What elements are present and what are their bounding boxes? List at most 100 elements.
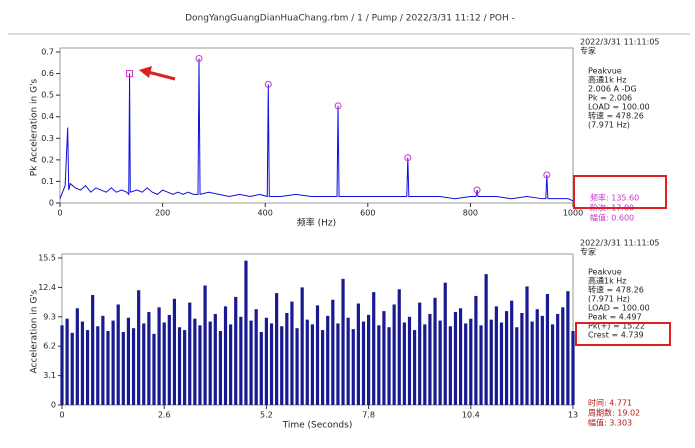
- waveform-stem: [126, 317, 131, 405]
- waveform-stem: [162, 322, 166, 405]
- waveform-stem: [167, 314, 171, 405]
- waveform-stem: [188, 302, 192, 405]
- waveform-stem: [515, 327, 519, 405]
- peak-marker: [543, 171, 551, 179]
- cursor-readout: 幅值: 3.303: [588, 418, 632, 428]
- cursor-readout: 周期数: 19.02: [588, 408, 640, 418]
- x-tick-label: 1000: [563, 209, 583, 218]
- y-tick-label: 15.5: [38, 254, 56, 263]
- arrow-head: [139, 66, 152, 78]
- waveform-stem: [116, 304, 120, 405]
- waveform-stem: [280, 326, 284, 405]
- waveform-stem: [540, 315, 544, 405]
- x-tick-label: 10.4: [462, 411, 480, 420]
- waveform-stem: [285, 313, 289, 405]
- waveform-stem: [412, 330, 417, 405]
- x-tick-label: 0: [59, 411, 64, 420]
- info-text: (7.971 Hz): [588, 121, 630, 130]
- waveform-stem: [458, 308, 463, 405]
- waveform-stem: [121, 331, 125, 405]
- waveform-stem: [223, 306, 228, 405]
- waveform-stem: [137, 290, 141, 405]
- waveform-stem: [392, 304, 396, 405]
- waveform-stem: [91, 294, 95, 405]
- info-text: 高通1k Hz: [588, 276, 626, 286]
- info-text: Peak = 4.497: [588, 313, 642, 322]
- x-tick-label: 5.2: [260, 411, 273, 420]
- y-tick-label: 0: [49, 199, 54, 208]
- waveform-stem: [545, 294, 550, 405]
- arrow-shaft: [147, 70, 176, 81]
- x-tick-label: 13: [568, 411, 578, 420]
- y-tick-label: 3.1: [43, 371, 56, 380]
- waveform-stem: [469, 318, 473, 405]
- waveform-stem: [269, 323, 274, 405]
- waveform-stem: [85, 330, 90, 405]
- waveform-stem: [300, 287, 304, 405]
- cursor-readout: 幅值: 0.600: [590, 213, 634, 223]
- waveform-stem: [142, 323, 146, 405]
- waveform-stem: [213, 313, 217, 405]
- info-text: 专家: [580, 247, 596, 257]
- y-tick-label: 12.4: [38, 283, 56, 292]
- waveform-stem: [474, 295, 478, 405]
- waveform-stem: [259, 331, 263, 405]
- waveform-stem: [336, 323, 340, 405]
- y-tick-label: 0.7: [41, 48, 54, 57]
- waveform-stem: [131, 328, 136, 405]
- waveform-stem: [433, 297, 437, 405]
- waveform-stem: [193, 318, 197, 405]
- info-text: Crest = 4.739: [588, 331, 644, 340]
- waveform-stem: [249, 320, 253, 405]
- waveform-stem: [341, 278, 345, 405]
- waveform-stem: [407, 316, 412, 405]
- y-tick-label: 0.2: [41, 155, 54, 164]
- y-tick-label: 0.3: [41, 134, 54, 143]
- y-axis-label: Pk Acceleration in G's: [30, 78, 40, 176]
- waveform-stem: [234, 296, 238, 405]
- waveform-stem: [499, 322, 504, 405]
- waveform-stem: [520, 313, 524, 405]
- waveform-stem: [254, 309, 258, 405]
- x-axis-label: Time (Seconds): [282, 421, 353, 431]
- waveform-stem: [448, 326, 452, 405]
- y-tick-label: 0.6: [41, 69, 54, 78]
- info-text: 2022/3/31 11:11:05: [580, 38, 660, 47]
- info-text: LOAD = 100.00: [588, 304, 650, 313]
- waveform-stem: [295, 328, 299, 405]
- waveform-stem: [571, 331, 575, 405]
- waveform-stem: [443, 282, 447, 405]
- waveform-stem: [530, 321, 534, 405]
- info-text: 转速 = 478.26: [588, 111, 644, 121]
- waveform-stem: [479, 325, 483, 405]
- info-text: 高通1k Hz: [588, 75, 626, 85]
- waveform-stem: [305, 319, 309, 405]
- info-text: 2.006 A -DG: [588, 85, 637, 94]
- waveform-stem: [367, 314, 371, 405]
- waveform-stem: [484, 274, 488, 405]
- waveform-stem: [377, 325, 381, 405]
- waveform-stem: [75, 308, 79, 405]
- x-tick-label: 400: [258, 209, 273, 218]
- info-text: Peakvue: [588, 268, 622, 277]
- waveform-stem: [556, 313, 560, 405]
- waveform-stem: [382, 311, 386, 405]
- waveform-stem: [387, 327, 391, 405]
- waveform-stem: [397, 289, 401, 405]
- cursor-readout: 时间: 4.771: [588, 398, 632, 408]
- waveform-stem: [60, 325, 64, 405]
- x-tick-label: 2.6: [158, 411, 171, 420]
- waveform-stem: [229, 324, 233, 405]
- y-tick-label: 9.3: [43, 312, 56, 321]
- waveform-stem: [147, 312, 151, 405]
- waveform-stem: [372, 292, 376, 405]
- waveform-stem: [239, 316, 243, 405]
- peak-marker: [404, 154, 412, 162]
- waveform-stem: [172, 298, 177, 405]
- y-tick-label: 0.1: [41, 177, 54, 186]
- waveform-stem: [80, 321, 85, 405]
- waveform-stem: [550, 324, 555, 405]
- info-text: LOAD = 100.00: [588, 103, 650, 112]
- waveform-stem: [310, 324, 314, 405]
